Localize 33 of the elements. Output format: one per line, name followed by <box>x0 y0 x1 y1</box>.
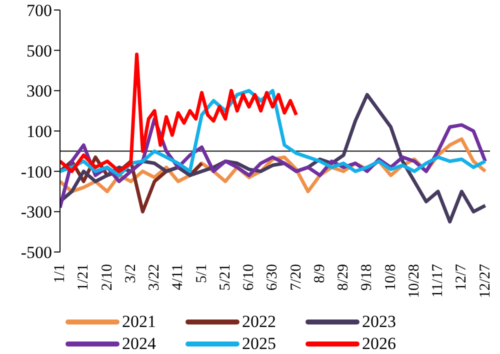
x-tick-label: 12/27 <box>477 264 494 298</box>
x-tick-label: 1/21 <box>76 264 92 291</box>
x-tick-label: 5/21 <box>217 264 234 291</box>
x-tick-label: 8/29 <box>336 264 352 291</box>
x-tick-label: 9/18 <box>359 264 376 291</box>
x-tick-label: 4/11 <box>170 264 186 290</box>
x-tick-label: 7/20 <box>288 264 304 291</box>
y-tick-label: -500 <box>20 243 52 262</box>
x-tick-label: 5/1 <box>194 264 210 284</box>
x-tick-label: 8/9 <box>312 264 328 284</box>
x-tick-label: 6/10 <box>241 264 258 291</box>
line-series <box>60 52 298 174</box>
x-tick-label: 3/2 <box>122 264 139 284</box>
legend-label: 2024 <box>122 334 156 354</box>
x-tick-label: 12/7 <box>454 264 470 291</box>
legend-label: 2022 <box>242 312 276 332</box>
x-tick-label: 3/22 <box>146 264 163 291</box>
legend-label: 2025 <box>242 334 276 354</box>
y-tick-label: -100 <box>20 162 52 182</box>
x-tick-label: 10/8 <box>382 264 399 291</box>
legend-label: 2026 <box>362 334 396 354</box>
y-tick-label: 700 <box>26 1 52 20</box>
x-tick-label: 6/30 <box>264 264 281 291</box>
legend-label: 2021 <box>122 312 156 332</box>
x-tick-label: 10/28 <box>406 264 422 298</box>
legend-label: 2023 <box>362 312 396 332</box>
y-tick-label: 500 <box>26 41 52 60</box>
x-tick-label: 2/10 <box>99 264 116 291</box>
y-tick-label: 300 <box>26 82 52 101</box>
y-tick-label: -300 <box>20 202 52 222</box>
x-tick-label: 1/1 <box>52 264 68 284</box>
x-tick-label: 11/17 <box>430 264 446 298</box>
y-tick-label: 100 <box>26 122 52 142</box>
